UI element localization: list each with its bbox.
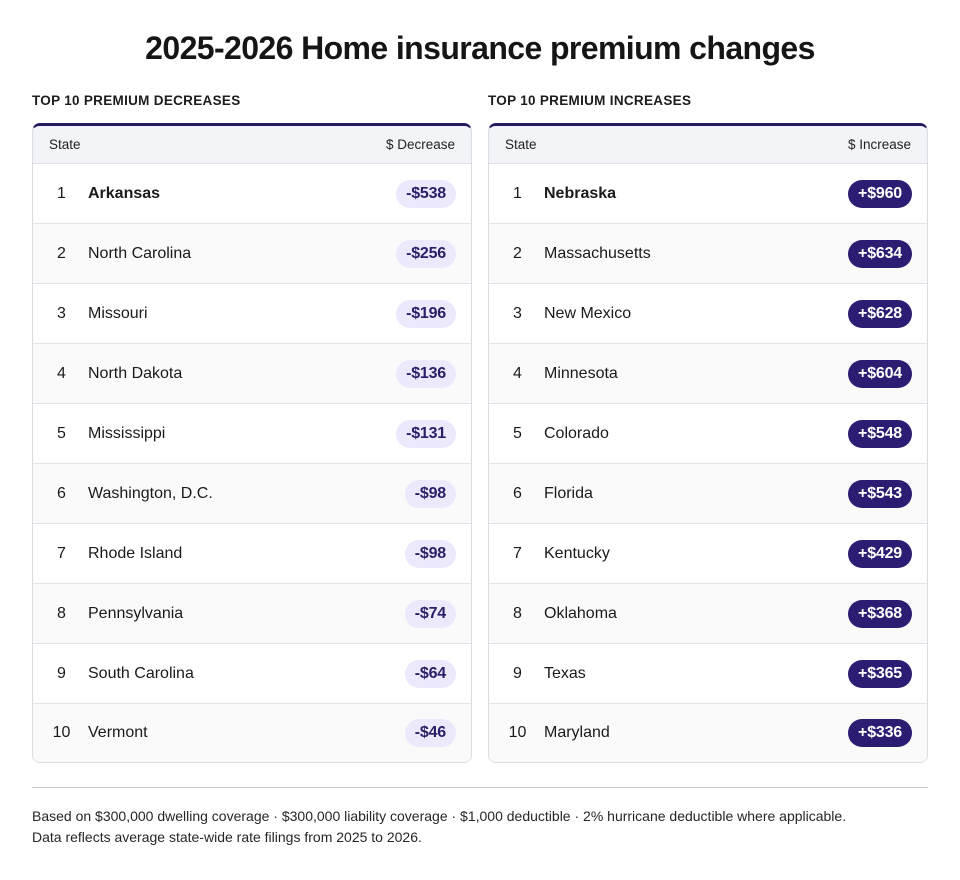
rank-number: 4: [513, 364, 522, 382]
increase-badge: +$336: [848, 719, 912, 747]
decreases-panel: TOP 10 PREMIUM DECREASES State $ Decreas…: [32, 93, 472, 763]
decreases-table-body: 1 Arkansas -$538 2 North Carolina -$256 3 Misso…: [33, 164, 471, 762]
rank-number: 2: [513, 244, 522, 262]
decrease-badge: -$64: [404, 659, 456, 688]
rank-number: 3: [513, 304, 522, 322]
rank-number: 8: [57, 604, 66, 622]
table-row: 7 Kentucky +$429: [489, 524, 927, 584]
table-row: 10 Maryland +$336: [489, 704, 927, 762]
table-row: 2 North Carolina -$256: [33, 224, 471, 284]
decrease-badge: -$98: [404, 479, 456, 508]
state-name: Massachusetts: [544, 244, 651, 262]
rank-number: 6: [57, 484, 66, 502]
rank-number: 4: [57, 364, 66, 382]
state-name: Missouri: [88, 304, 148, 322]
page-title: 2025-2026 Home insurance premium changes: [145, 30, 815, 66]
rank-number: 2: [57, 244, 66, 262]
state-name: Mississippi: [88, 424, 166, 442]
state-name: Oklahoma: [544, 604, 617, 622]
increase-badge: +$365: [848, 659, 912, 688]
rank-number: 8: [513, 604, 522, 622]
table-row: 6 Washington, D.C. -$98: [33, 464, 471, 524]
state-name: Texas: [544, 664, 586, 682]
state-name: Florida: [544, 484, 593, 502]
increases-panel: TOP 10 PREMIUM INCREASES State $ Increas…: [488, 93, 928, 763]
decrease-badge: -$196: [396, 299, 456, 328]
state-name: Maryland: [544, 724, 610, 741]
table-row: 2 Massachusetts +$634: [489, 224, 927, 284]
decrease-badge: -$256: [396, 239, 456, 268]
state-name: Kentucky: [544, 544, 610, 562]
decreases-table: State $ Decrease 1 Arkansas -$538 2 North Ca…: [32, 123, 472, 763]
decrease-badge: -$46: [404, 719, 456, 747]
state-name: North Dakota: [88, 364, 183, 382]
state-name: Vermont: [88, 724, 148, 741]
table-row: 8 Oklahoma +$368: [489, 584, 927, 644]
table-row: 4 Minnesota +$604: [489, 344, 927, 404]
decrease-badge: -$538: [396, 179, 456, 208]
state-name: South Carolina: [88, 664, 194, 682]
decrease-badge: -$74: [404, 599, 456, 628]
rank-number: 6: [513, 484, 522, 502]
decrease-column-header: $ Decrease: [385, 137, 455, 152]
footnote-line-1: Based on $300,000 dwelling coverage · $3…: [32, 808, 847, 824]
increase-badge: +$368: [848, 599, 912, 628]
table-row: 7 Rhode Island -$98: [33, 524, 471, 584]
increases-heading: TOP 10 PREMIUM INCREASES: [488, 93, 692, 108]
increase-badge: +$548: [848, 419, 912, 448]
increase-badge: +$960: [848, 179, 912, 208]
state-column-header: State: [505, 137, 537, 152]
rank-number: 9: [57, 664, 66, 682]
table-row: 4 North Dakota -$136: [33, 344, 471, 404]
increase-badge: +$628: [848, 299, 912, 328]
rank-number: 3: [57, 304, 66, 322]
table-row: 5 Mississippi -$131: [33, 404, 471, 464]
rank-number: 10: [52, 724, 71, 741]
table-row: 10 Vermont -$46: [33, 704, 471, 762]
increase-badge: +$634: [848, 239, 912, 268]
footnote-divider: [32, 787, 928, 788]
table-row: 1 Nebraska +$960: [489, 164, 927, 224]
rank-number: 1: [57, 184, 66, 202]
rank-number: 1: [513, 184, 522, 202]
decrease-badge: -$136: [396, 359, 456, 388]
rank-number: 7: [57, 544, 66, 562]
rank-number: 9: [513, 664, 522, 682]
state-name: Nebraska: [544, 184, 617, 202]
increase-badge: +$604: [848, 359, 912, 388]
table-row: 3 Missouri -$196: [33, 284, 471, 344]
state-name: North Carolina: [88, 244, 192, 262]
state-name: Minnesota: [544, 364, 618, 382]
state-name: Rhode Island: [88, 544, 183, 562]
table-row: 8 Pennsylvania -$74: [33, 584, 471, 644]
decrease-badge: -$98: [404, 539, 456, 568]
table-row: 5 Colorado +$548: [489, 404, 927, 464]
state-name: Colorado: [544, 424, 609, 442]
rank-number: 5: [513, 424, 522, 442]
rank-number: 5: [57, 424, 66, 442]
state-column-header: State: [49, 137, 81, 152]
decreases-table-header: State $ Decrease: [33, 126, 471, 164]
decrease-badge: -$131: [396, 419, 456, 448]
table-row: 6 Florida +$543: [489, 464, 927, 524]
decreases-heading: TOP 10 PREMIUM DECREASES: [32, 93, 241, 108]
table-row: 9 South Carolina -$64: [33, 644, 471, 704]
increase-badge: +$543: [848, 479, 912, 508]
footnote-line-2: Data reflects average state-wide rate fi…: [32, 829, 422, 845]
state-name: New Mexico: [544, 304, 632, 322]
increase-badge: +$429: [848, 539, 912, 568]
table-row: 1 Arkansas -$538: [33, 164, 471, 224]
increases-table: State $ Increase 1 Nebraska +$960 2 Massachu…: [488, 123, 928, 763]
table-row: 3 New Mexico +$628: [489, 284, 927, 344]
rank-number: 7: [513, 544, 522, 562]
increases-table-body: 1 Nebraska +$960 2 Massachusetts +$634 3 New Me…: [489, 164, 927, 762]
table-row: 9 Texas +$365: [489, 644, 927, 704]
state-name: Washington, D.C.: [88, 484, 213, 502]
increases-table-header: State $ Increase: [489, 126, 927, 164]
rank-number: 10: [508, 724, 527, 741]
state-name: Arkansas: [88, 184, 161, 202]
footnote: Based on $300,000 dwelling coverage · $3…: [32, 806, 932, 848]
state-name: Pennsylvania: [88, 604, 184, 622]
increase-column-header: $ Increase: [847, 137, 911, 152]
